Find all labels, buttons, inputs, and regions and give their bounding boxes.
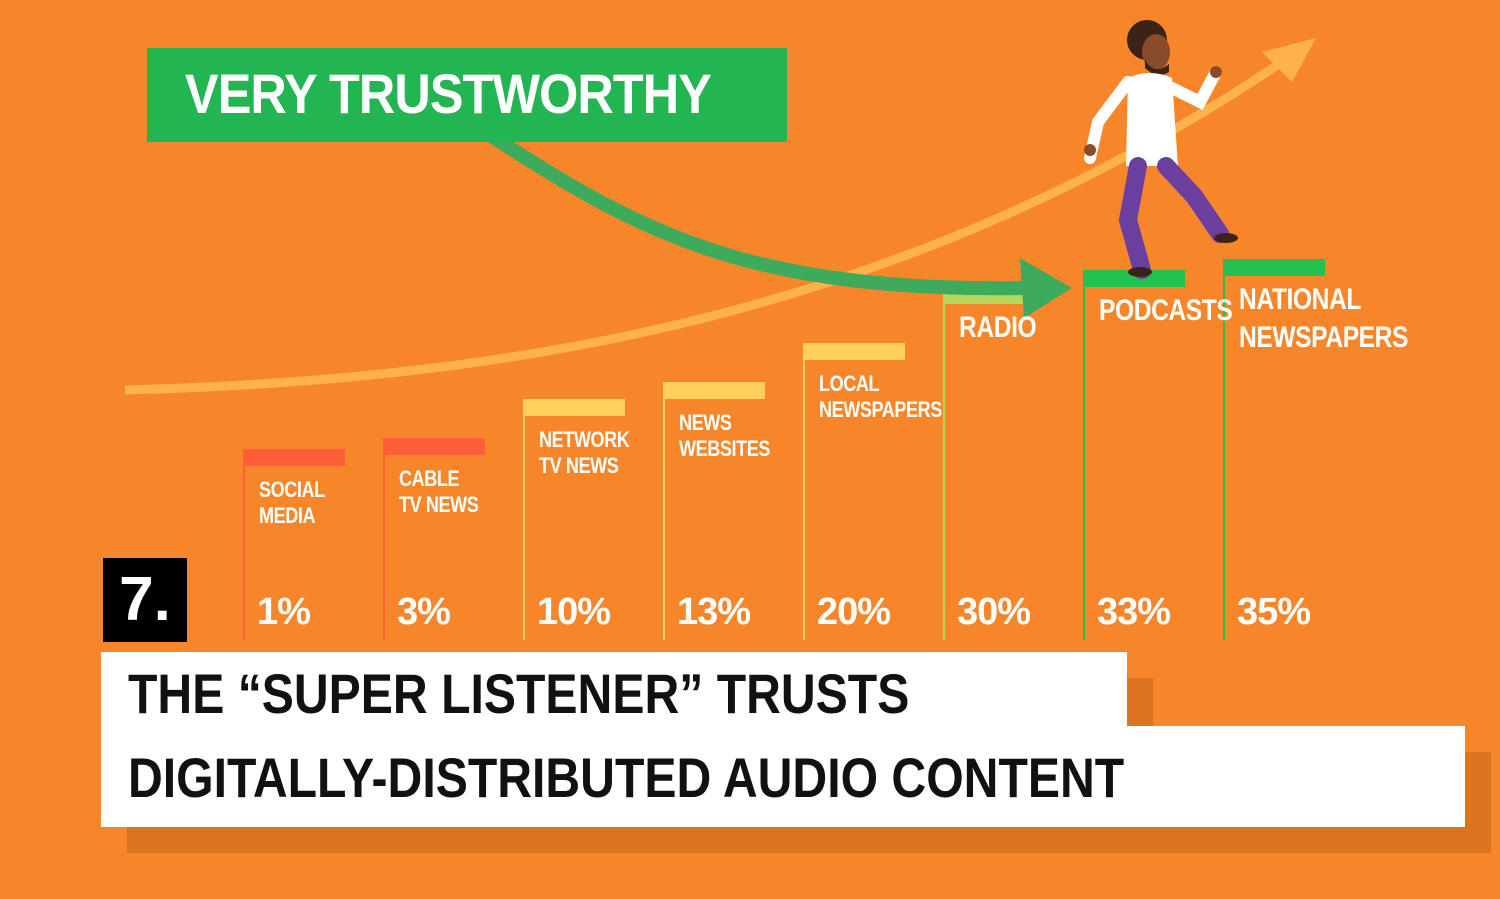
bar-stem-radio [943, 287, 945, 640]
headline-line-2-box: DIGITALLY-DISTRIBUTED AUDIO CONTENT [101, 726, 1465, 827]
bar-stem-local-newspapers [803, 343, 805, 640]
value-label-local-newspapers: 20% [817, 591, 891, 633]
category-label-local-newspapers: LOCAL NEWSPAPERS [819, 371, 942, 423]
bar-stem-news-websites [663, 382, 665, 640]
category-label-podcasts: PODCASTS [1099, 292, 1233, 330]
category-label-news-websites: NEWS WEBSITES [679, 410, 770, 462]
bar-cap-network-tv-news [523, 399, 625, 416]
value-label-radio: 30% [957, 591, 1031, 633]
headline-line-1: THE “SUPER LISTENER” TRUSTS [128, 662, 910, 725]
category-label-line: LOCAL [819, 371, 880, 396]
category-label-line: NEWSPAPERS [1239, 321, 1409, 354]
bar-cap-local-newspapers [803, 343, 905, 360]
banner-label: VERY TRUSTWORTHY [185, 62, 712, 125]
category-label-line: WEBSITES [679, 436, 770, 461]
bar-stem-network-tv-news [523, 399, 525, 640]
bar-cap-social-media [243, 449, 345, 466]
banner-pointer-arrowhead [1020, 258, 1072, 318]
category-label-national-newspapers: NATIONAL NEWSPAPERS [1239, 281, 1408, 357]
category-label-line: CABLE [399, 466, 460, 491]
value-label-network-tv-news: 10% [537, 591, 611, 633]
category-label-line: MEDIA [259, 503, 316, 528]
value-label-podcasts: 33% [1097, 591, 1171, 633]
bar-stem-cable-tv-news [383, 438, 385, 640]
super-listener-person-illustration [1084, 20, 1238, 279]
bar-stem-national-newspapers [1223, 259, 1225, 640]
banner-pointer-arrow [486, 129, 1031, 296]
very-trustworthy-banner: VERY TRUSTWORTHY [147, 48, 787, 142]
category-label-line: NATIONAL [1239, 283, 1361, 316]
value-label-social-media: 1% [257, 591, 311, 633]
category-label-social-media: SOCIAL MEDIA [259, 477, 325, 529]
item-number-badge: 7. [103, 558, 187, 642]
bar-cap-news-websites [663, 382, 765, 399]
value-label-news-websites: 13% [677, 591, 751, 633]
bar-stem-podcasts [1083, 270, 1085, 640]
category-label-line: NEWSPAPERS [819, 397, 942, 422]
headline-line-1-box: THE “SUPER LISTENER” TRUSTS [101, 652, 1127, 726]
rising-trend-arrow [124, 56, 1288, 395]
category-label-radio: RADIO [959, 309, 1037, 347]
category-label-line: NETWORK [539, 427, 630, 452]
bar-cap-podcasts [1083, 270, 1185, 287]
category-label-line: SOCIAL [259, 477, 325, 502]
category-label-line: TV NEWS [539, 453, 619, 478]
category-label-cable-tv-news: CABLE TV NEWS [399, 466, 479, 518]
bar-cap-cable-tv-news [383, 438, 485, 455]
category-label-network-tv-news: NETWORK TV NEWS [539, 427, 630, 479]
value-label-cable-tv-news: 3% [397, 591, 451, 633]
bar-cap-national-newspapers [1223, 259, 1325, 276]
category-label-line: NEWS [679, 410, 732, 435]
category-label-line: PODCASTS [1099, 294, 1233, 327]
bar-stem-social-media [243, 449, 245, 640]
category-label-line: RADIO [959, 311, 1037, 344]
value-label-national-newspapers: 35% [1237, 591, 1311, 633]
headline-line-2: DIGITALLY-DISTRIBUTED AUDIO CONTENT [128, 746, 1125, 809]
category-label-line: TV NEWS [399, 492, 479, 517]
rising-trend-arrowhead [1262, 38, 1316, 82]
